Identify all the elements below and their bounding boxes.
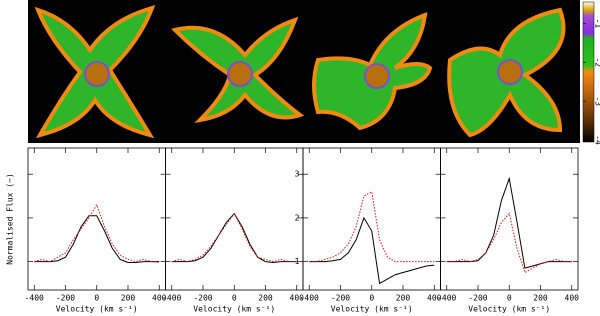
x-tick-label: 0 [507, 294, 512, 303]
series-line [309, 190, 435, 263]
x-tick-label: 0 [94, 294, 99, 303]
colorbar-tick-label: -3 [594, 96, 600, 106]
series-line [446, 212, 572, 274]
x-axis-label: Velocity (km s⁻¹) [56, 305, 138, 314]
x-tick-label: -400 [300, 294, 319, 303]
x-axis-label: Velocity (km s⁻¹) [193, 305, 275, 314]
x-axis-label: Velocity (km s⁻¹) [331, 305, 413, 314]
plot-frame [440, 147, 579, 291]
x-tick-label: -200 [56, 294, 75, 303]
plot-frame [302, 147, 441, 291]
plot-frame [165, 147, 304, 291]
x-tick-label: 400 [427, 294, 442, 303]
x-tick-label: 400 [290, 294, 305, 303]
plot-frame [27, 147, 166, 291]
x-tick-label: -200 [193, 294, 212, 303]
x-tick-label: -200 [468, 294, 487, 303]
y-tick-label: 3 [295, 170, 300, 179]
x-tick-label: 0 [232, 294, 237, 303]
x-tick-label: 400 [152, 294, 167, 303]
map-3 [312, 11, 433, 131]
x-tick-label: -400 [25, 294, 44, 303]
colorbar-tick-label: -2 [594, 57, 600, 67]
x-tick-label: -400 [162, 294, 181, 303]
simulation-maps [28, 0, 580, 143]
series-line [34, 215, 160, 263]
map-1 [34, 4, 156, 139]
x-tick-label: 0 [369, 294, 374, 303]
series-line [446, 176, 572, 269]
x-tick-label: 400 [565, 294, 580, 303]
y-tick-label: 2 [295, 213, 300, 222]
colorbar-tick-label: -1 [594, 19, 600, 29]
series-line [34, 203, 160, 263]
x-axis-label: Velocity (km s⁻¹) [468, 305, 550, 314]
series-line [309, 216, 435, 285]
x-tick-label: 200 [258, 294, 273, 303]
series-line [171, 212, 297, 263]
x-tick-label: 200 [533, 294, 548, 303]
y-tick-label: 1 [295, 257, 300, 266]
colorbar [582, 1, 595, 143]
colorbar-tick-label: -4 [594, 135, 600, 145]
x-tick-label: -400 [437, 294, 456, 303]
y-axis-label: Normalised Flux (−) [6, 173, 15, 265]
x-tick-label: 200 [396, 294, 411, 303]
x-tick-label: -200 [331, 294, 350, 303]
x-tick-label: 200 [121, 294, 136, 303]
series-line [171, 212, 297, 263]
map-4 [447, 7, 566, 138]
map-2 [171, 16, 305, 124]
